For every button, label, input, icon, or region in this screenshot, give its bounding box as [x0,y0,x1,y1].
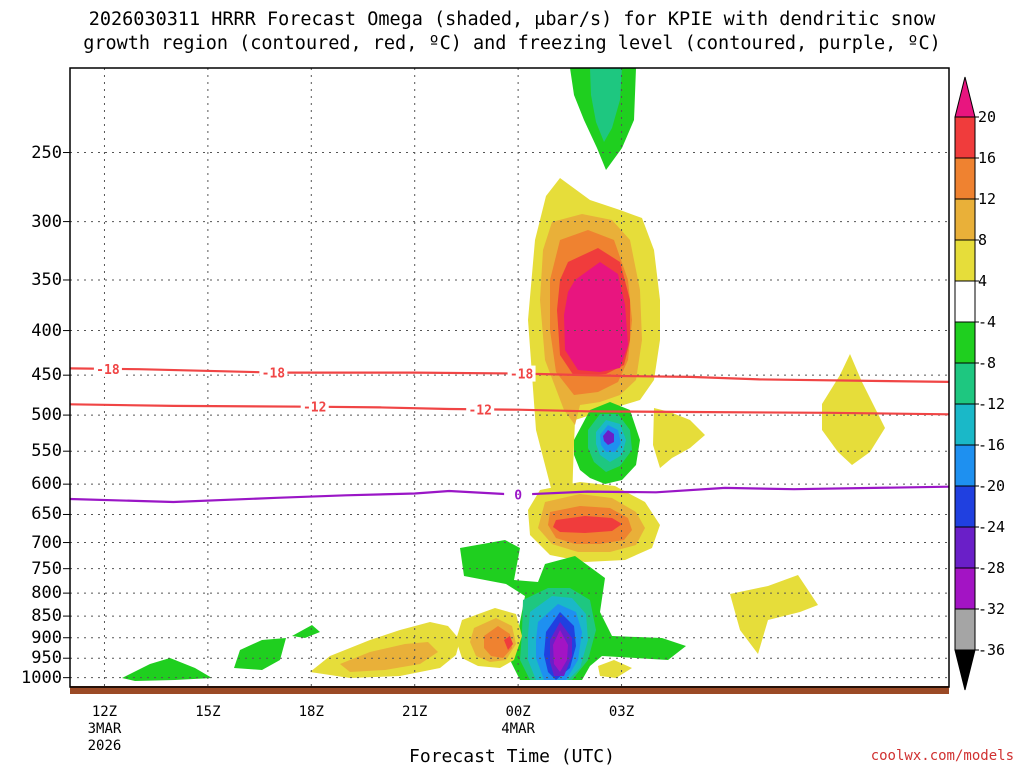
contour-label-bg [259,364,288,381]
y-tick-label: 800 [31,583,62,604]
colorbar-band [954,198,976,241]
x-axis-title: Forecast Time (UTC) [409,746,615,767]
y-tick-label: 750 [31,558,62,579]
colorbar-band [954,321,976,364]
x-tick-label: 15Z [195,704,221,720]
contour-label: -18 [96,363,120,378]
y-tick-label: 250 [31,142,62,163]
y-tick-label: 650 [31,504,62,525]
contour-line [70,403,949,416]
omega-mid-purple [603,430,614,445]
contour-label-bg [93,360,122,377]
omega-late-yellow-upper [822,354,885,465]
y-tick-label: 550 [31,441,62,462]
y-tick-label: 1000 [21,667,62,688]
y-tick-label: 900 [31,627,62,648]
site-credit: coolwx.com/models [870,748,1014,764]
contour-label: -12 [303,401,326,416]
contour-label-bg [300,398,329,415]
omega-low-orange-lobe [484,626,512,658]
omega-upper-teal-core [590,68,622,142]
y-tick-label: 850 [31,606,62,627]
contour-label: -12 [468,403,491,418]
colorbar-band [954,280,976,323]
colorbar-band [954,444,976,487]
surface-terrain-bar [70,686,949,694]
y-tick-label: 400 [31,320,62,341]
colorbar-band [954,116,976,159]
y-tick-label: 450 [31,365,62,386]
colorbar-tick-label: -24 [978,518,1006,536]
colorbar-band [954,567,976,610]
colorbar-tick-label: -36 [978,641,1006,659]
contour-label: 0 [514,489,522,504]
colorbar-band [954,239,976,282]
x-tick-sublabel: 4MAR [501,721,535,737]
omega-low-red-lobe [504,636,513,650]
colorbar-top-arrow [954,76,976,118]
colorbar-band [954,403,976,446]
omega-low-green-patch-2 [234,638,286,670]
colorbar-tick-label: 12 [978,190,997,208]
y-tick-label: 700 [31,532,62,553]
colorbar-tick-label: -20 [978,477,1006,495]
y-tick-label: 600 [31,474,62,495]
omega-late-yellow-lower [730,575,818,654]
contour-label-bg [466,401,495,418]
x-tick-label: 12Z [91,704,118,720]
colorbar-tick-label: -4 [978,313,997,331]
colorbar-band [954,485,976,528]
omega-low-magenta [553,630,568,672]
colorbar-bottom-arrow [954,649,976,691]
omega-low-green-patch-3 [292,625,320,638]
omega-low-gold-band [340,642,438,672]
colorbar-band [954,157,976,200]
omega-small-yellow-right [653,408,705,468]
contour-line [70,485,949,504]
colorbar-tick-label: -12 [978,395,1006,413]
omega-low-yellow-small [598,660,632,678]
colorbar-tick-label: 20 [978,108,997,126]
y-tick-label: 950 [31,648,62,669]
colorbar-tick-label: -16 [978,436,1006,454]
colorbar-band [954,362,976,405]
y-tick-label: 500 [31,405,62,426]
colorbar-band [954,526,976,569]
x-tick-sublabel: 2026 [87,738,122,754]
x-tick-label: 21Z [402,704,428,720]
plot-frame [69,67,950,688]
omega-700-red [553,516,622,533]
colorbar-band [954,608,976,651]
x-tick-label: 00Z [505,704,531,720]
colorbar-tick-label: -32 [978,600,1006,618]
gridlines [63,68,949,687]
contour-label-bg [504,486,533,503]
contour-label: -18 [510,368,534,383]
contour-label: -18 [262,367,286,382]
omega-low-green-patch-1 [122,658,212,681]
colorbar-tick-label: -28 [978,559,1006,577]
chart-title-line-2: growth region (contoured, red, ºC) and f… [83,33,941,54]
y-tick-label: 300 [31,211,62,232]
x-tick-sublabel: 3MAR [87,721,122,737]
chart-title-line-1: 2026030311 HRRR Forecast Omega (shaded, … [88,9,936,30]
y-tick-label: 350 [31,269,62,290]
x-tick-label: 18Z [298,704,324,720]
colorbar-tick-label: -8 [978,354,997,372]
colorbar-tick-label: 4 [978,272,988,290]
omega-upper-magenta [564,262,628,372]
colorbar-tick-label: 8 [978,231,988,249]
colorbar [954,76,979,691]
contour-label-bg [507,365,536,382]
colorbar-tick-label: 16 [978,149,997,167]
x-tick-label: 03Z [608,704,635,720]
